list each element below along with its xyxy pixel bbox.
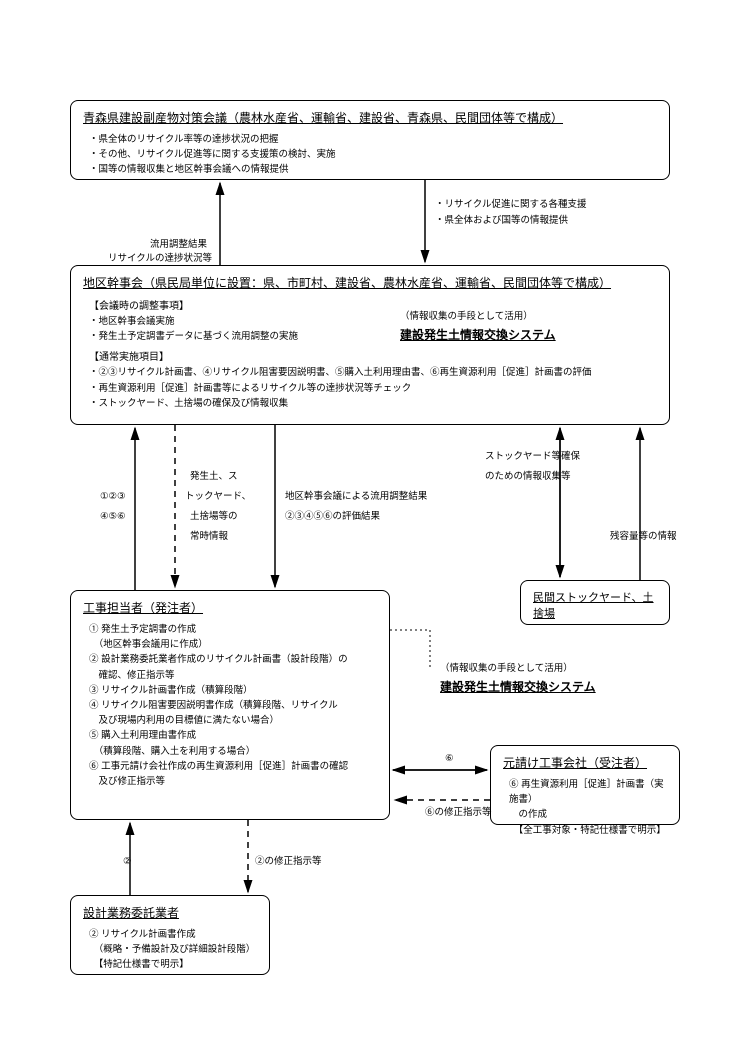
box2-item: ・地区幹事会議実施 [89,314,657,329]
box5-title: 民間ストックヤード、土捨場 [533,589,657,621]
label-soil1: 発生土、ス [190,470,238,484]
box1-item: ・国等の情報収集と地区幹事会議への情報提供 [89,162,657,177]
box3-item: ⑤ 購入土利用理由書作成 [89,728,377,743]
box4-item: 【特記仕様書で明示】 [89,957,257,972]
box2-right-label2: 建設発生土情報交換システム [400,326,556,344]
label-recycle-progress: リサイクルの達捗状況等 [108,252,212,266]
label-district-result: 地区幹事会議による流用調整結果 [285,490,427,504]
box3-item: ② 設計業務委託業者作成のリサイクル計画書（設計段階）の [89,652,377,667]
box4-item: （概略・予備設計及び詳細設計段階） [89,942,257,957]
box1-item: ・県全体のリサイクル率等の達捗状況の把握 [89,132,657,147]
label-nums2: ④⑤⑥ [100,510,126,524]
box3-item: ⑥ 工事元請け会社作成の再生資源利用［促進］計画書の確認 [89,759,377,774]
box1-item: ・その他、リサイクル促進等に関する支援策の検討、実施 [89,147,657,162]
box3-item: ③ リサイクル計画書作成（積算段階） [89,683,377,698]
label-recycle-support: ・リサイクル促進に関する各種支援 [435,198,587,212]
box4-item: ② リサイクル計画書作成 [89,927,257,942]
label-info-collection: のための情報収集等 [485,470,571,484]
box-stockyard: 民間ストックヤード、土捨場 [520,580,670,625]
label-soil3: 土捨場等の [190,510,238,524]
label-circle6: ⑥ [445,752,454,766]
label-correction2: ②の修正指示等 [255,855,322,869]
box1-title: 青森県建設副産物対策会議（農林水産省、運輸省、建設省、青森県、民間団体等で構成） [83,109,657,126]
label-soil4: 常時情報 [190,530,228,544]
label-stockyard-secure: ストックヤード等確保 [485,450,580,464]
box-district-council: 地区幹事会（県民局単位に設置：県、市町村、建設省、農林水産省、運輸省、民間団体等… [70,265,670,425]
box3-item: 及び現場内利用の目標値に満たない場合） [89,713,377,728]
box2-right-label1: （情報収集の手段として活用） [400,310,533,324]
box6-item: 【全工事対象・特記仕様書で明示】 [509,823,667,838]
box2-item: ・発生土予定調書データに基づく流用調整の実施 [89,329,298,344]
box3-item: 確認、修正指示等 [89,668,377,683]
box-prefectural-council: 青森県建設副産物対策会議（農林水産省、運輸省、建設省、青森県、民間団体等で構成）… [70,100,670,180]
label-adjustment-result: 流用調整結果 [150,238,207,252]
box6-item: ⑥ 再生資源利用［促進］計画書（実施書） [509,777,667,807]
box3-item: （積算段階、購入土を利用する場合） [89,744,377,759]
label-soil2: トックヤード、 [185,490,251,504]
box3-item: ① 発生土予定調書の作成 [89,622,377,637]
box2-title: 地区幹事会（県民局単位に設置：県、市町村、建設省、農林水産省、運輸省、民間団体等… [83,274,657,291]
box6-title: 元請け工事会社（受注者） [503,754,667,771]
box4-title: 設計業務委託業者 [83,904,257,921]
box-design-contractor: 設計業務委託業者 ② リサイクル計画書作成 （概略・予備設計及び詳細設計段階） … [70,895,270,975]
label-exchange-system: 建設発生土情報交換システム [440,678,596,696]
box3-item: （地区幹事会議用に作成） [89,637,377,652]
box2-header1: 【会議時の調整事項】 [89,297,657,312]
label-circle2: ② [123,855,132,869]
box2-item: ・ストックヤード、土捨場の確保及び情報収集 [89,396,657,411]
box3-title: 工事担当者（発注者） [83,599,377,616]
box3-item: ④ リサイクル阻害要因説明書作成（積算段階、リサイクル [89,698,377,713]
label-info-provision: ・県全体および国等の情報提供 [435,214,568,228]
box2-header2: 【通常実施項目】 [89,348,657,363]
box3-item: 及び修正指示等 [89,774,377,789]
box-prime-contractor: 元請け工事会社（受注者） ⑥ 再生資源利用［促進］計画書（実施書） の作成 【全… [490,745,680,825]
box2-item: ・②③リサイクル計画書、④リサイクル阻害要因説明書、⑤購入土利用理由書、⑥再生資… [89,365,657,380]
box2-item: ・再生資源利用［促進］計画書等によるリサイクル等の達捗状況等チェック [89,381,657,396]
label-eval-result: ②③④⑤⑥の評価結果 [285,510,380,524]
label-nums1: ①②③ [100,490,126,504]
label-correction6: ⑥の修正指示等 [425,806,492,820]
box-construction-manager: 工事担当者（発注者） ① 発生土予定調書の作成 （地区幹事会議用に作成） ② 設… [70,590,390,820]
label-capacity-info: 残容量等の情報 [610,530,677,544]
box6-item: の作成 [509,807,667,822]
label-info-method: （情報収集の手段として活用） [440,662,573,676]
